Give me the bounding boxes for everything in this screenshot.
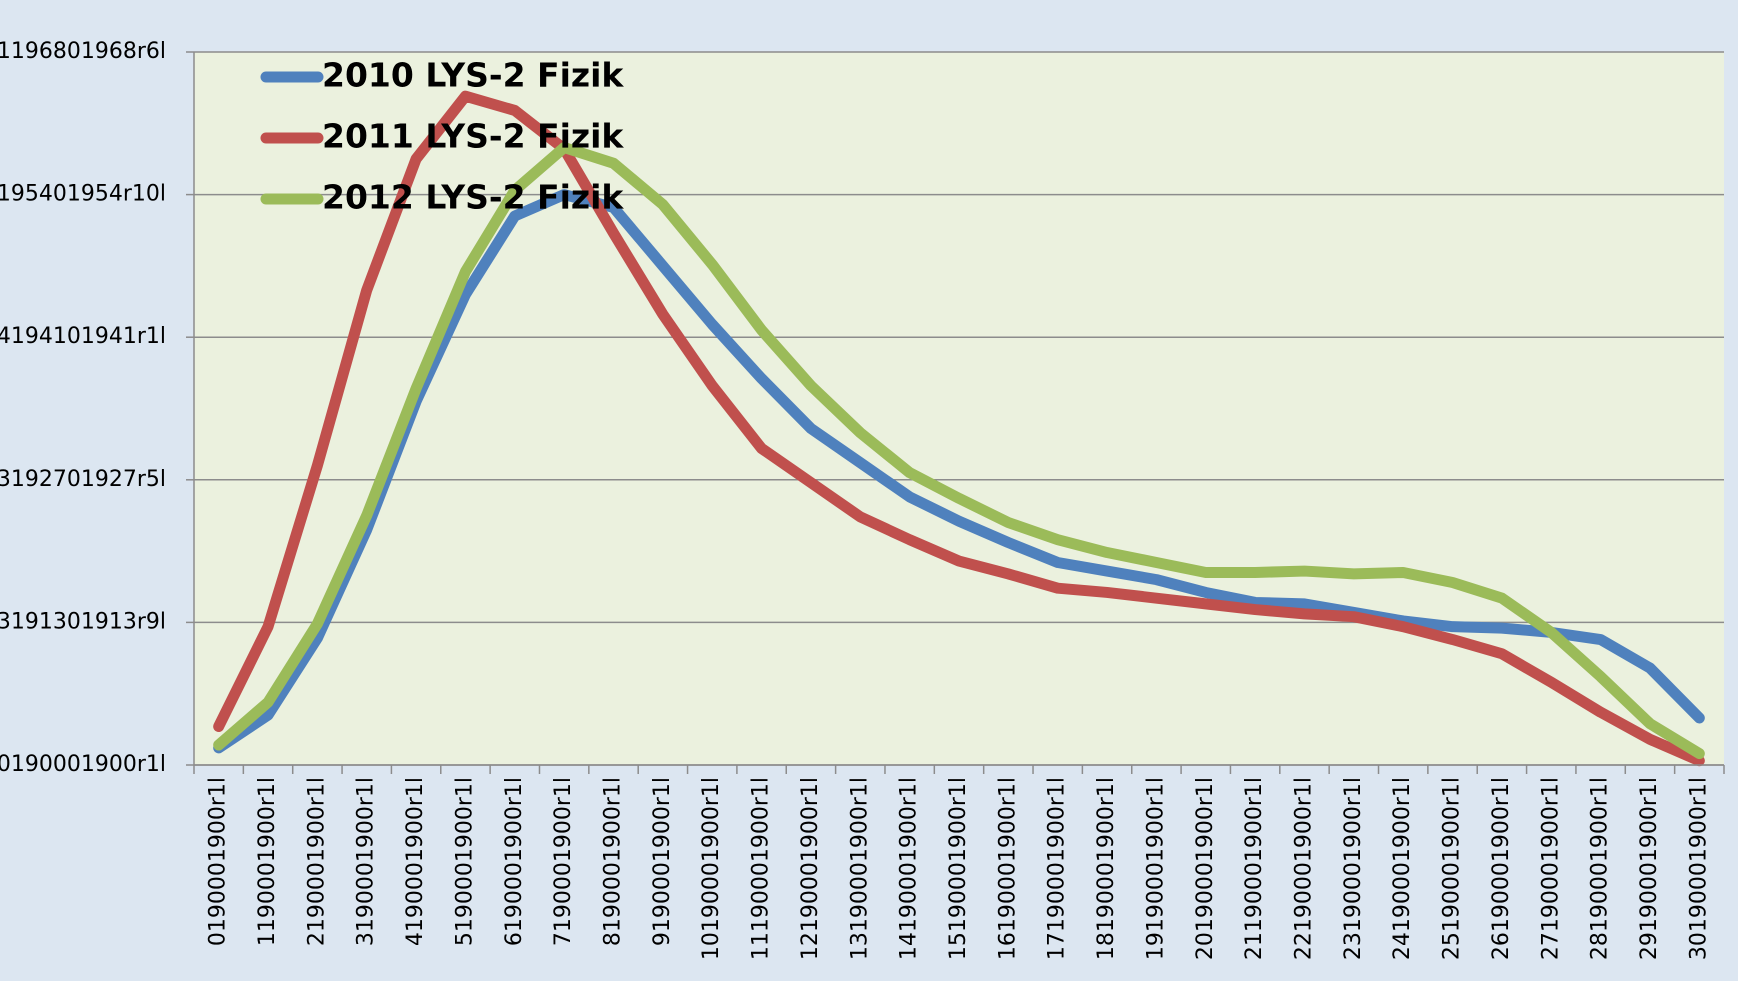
x-tick-label: 0190001900r1l <box>206 777 231 946</box>
x-tick-label: 19190001900r1l <box>1143 777 1168 960</box>
x-tick-label: 6190001900r1l <box>502 777 527 946</box>
x-tick-label: 28190001900r1l <box>1588 777 1613 960</box>
y-tick-label: 4194101941r1l <box>0 324 166 349</box>
x-tick-label: 15190001900r1l <box>946 777 971 960</box>
x-tick-label: 16190001900r1l <box>995 777 1020 960</box>
legend-label: 2010 LYS-2 Fizik <box>322 56 624 95</box>
x-tick-label: 13190001900r1l <box>847 777 872 960</box>
x-tick-label: 14190001900r1l <box>897 777 922 960</box>
x-tick-label: 4190001900r1l <box>403 777 428 946</box>
x-tick-label: 17190001900r1l <box>1045 777 1070 960</box>
x-tick-label: 29190001900r1l <box>1637 777 1662 960</box>
x-tick-label: 18190001900r1l <box>1094 777 1119 960</box>
x-tick-label: 12190001900r1l <box>798 777 823 960</box>
x-tick-label: 2190001900r1l <box>304 777 329 946</box>
x-tick-label: 8190001900r1l <box>601 777 626 946</box>
y-tick-label: 3192701927r5l <box>0 467 166 492</box>
x-tick-label: 9190001900r1l <box>650 777 675 946</box>
x-tick-label: 20190001900r1l <box>1193 777 1218 960</box>
series-line <box>213 189 1705 754</box>
legend-label: 2011 LYS-2 Fizik <box>322 117 624 156</box>
x-tick-label: 22190001900r1l <box>1291 777 1316 960</box>
y-tick-label: 0190001900r1l <box>0 752 166 777</box>
x-tick-label: 24190001900r1l <box>1390 777 1415 960</box>
x-tick-label: 25190001900r1l <box>1440 777 1465 960</box>
x-tick-label: 27190001900r1l <box>1538 777 1563 960</box>
x-tick-label: 23190001900r1l <box>1341 777 1366 960</box>
series-line <box>213 90 1705 767</box>
x-tick-label: 26190001900r1l <box>1489 777 1514 960</box>
x-tick-label: 21190001900r1l <box>1242 777 1267 960</box>
series-line <box>213 142 1705 760</box>
y-tick-label: 195401954r10l <box>0 182 166 207</box>
plot-area <box>194 52 1724 765</box>
x-tick-label: 11190001900r1l <box>749 777 774 960</box>
y-tick-label: 1196801968r6l <box>0 39 166 64</box>
y-tick-label: 3191301913r9l <box>0 609 166 634</box>
x-tick-label: 10190001900r1l <box>699 777 724 960</box>
x-tick-label: 3190001900r1l <box>354 777 379 946</box>
x-tick-label: 1190001900r1l <box>255 777 280 946</box>
legend-label: 2012 LYS-2 Fizik <box>322 178 624 217</box>
x-tick-label: 30190001900r1l <box>1686 777 1711 960</box>
x-tick-label: 5190001900r1l <box>452 777 477 946</box>
x-tick-label: 7190001900r1l <box>551 777 576 946</box>
